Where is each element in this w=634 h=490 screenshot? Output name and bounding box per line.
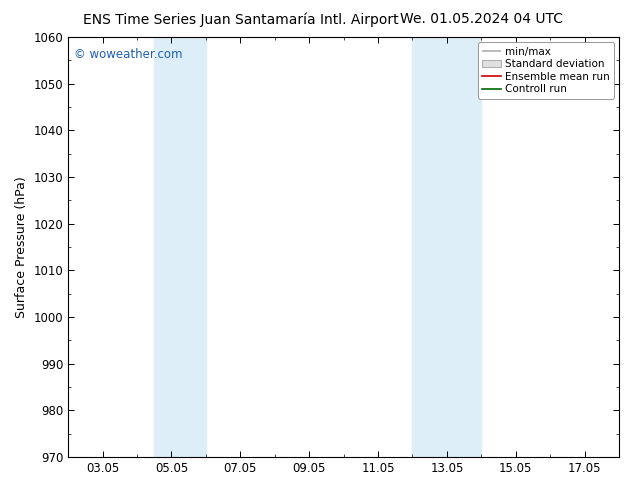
- Text: ENS Time Series Juan Santamaría Intl. Airport: ENS Time Series Juan Santamaría Intl. Ai…: [83, 12, 399, 27]
- Text: We. 01.05.2024 04 UTC: We. 01.05.2024 04 UTC: [400, 12, 564, 26]
- Bar: [413, 37, 481, 457]
- Y-axis label: Surface Pressure (hPa): Surface Pressure (hPa): [15, 176, 28, 318]
- Text: © woweather.com: © woweather.com: [74, 48, 182, 61]
- Bar: [154, 37, 206, 457]
- Legend: min/max, Standard deviation, Ensemble mean run, Controll run: min/max, Standard deviation, Ensemble me…: [478, 42, 614, 98]
